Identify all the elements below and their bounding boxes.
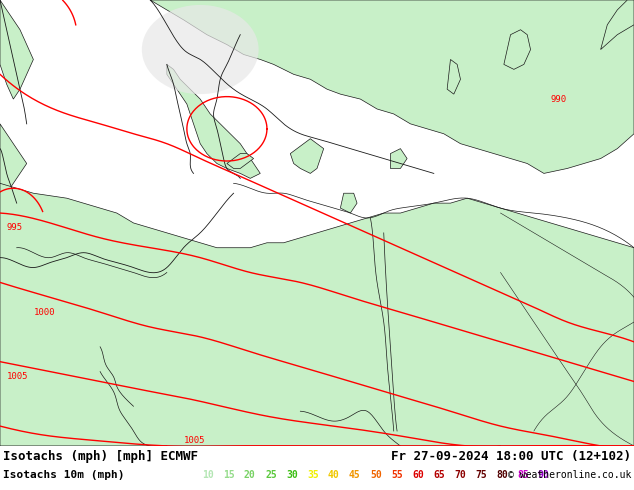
Text: 50: 50 (370, 470, 382, 480)
Polygon shape (150, 0, 634, 173)
Polygon shape (504, 30, 531, 70)
Text: 55: 55 (391, 470, 403, 480)
Polygon shape (227, 153, 254, 169)
Text: 70: 70 (454, 470, 466, 480)
Text: 1000: 1000 (34, 308, 55, 317)
Text: 65: 65 (433, 470, 444, 480)
Text: 20: 20 (244, 470, 256, 480)
Polygon shape (600, 0, 634, 49)
Text: Isotachs (mph) [mph] ECMWF: Isotachs (mph) [mph] ECMWF (3, 450, 198, 463)
Text: 35: 35 (307, 470, 319, 480)
Text: 90: 90 (538, 470, 550, 480)
Text: 85: 85 (517, 470, 529, 480)
Text: 25: 25 (265, 470, 277, 480)
Ellipse shape (142, 5, 259, 94)
Polygon shape (340, 193, 357, 213)
Text: Fr 27-09-2024 18:00 UTC (12+102): Fr 27-09-2024 18:00 UTC (12+102) (391, 450, 631, 463)
Polygon shape (447, 59, 460, 94)
Text: 30: 30 (286, 470, 298, 480)
Text: © weatheronline.co.uk: © weatheronline.co.uk (508, 470, 631, 480)
Polygon shape (167, 64, 261, 178)
Text: 75: 75 (475, 470, 487, 480)
Text: 15: 15 (223, 470, 235, 480)
Text: 45: 45 (349, 470, 361, 480)
Text: Isotachs 10m (mph): Isotachs 10m (mph) (3, 470, 124, 480)
Polygon shape (290, 139, 324, 173)
Polygon shape (0, 124, 27, 193)
Text: 1005: 1005 (7, 372, 28, 381)
Text: 990: 990 (550, 95, 567, 103)
Polygon shape (391, 148, 407, 169)
Text: 40: 40 (328, 470, 340, 480)
Text: 80: 80 (496, 470, 508, 480)
Text: 995: 995 (7, 223, 23, 232)
Text: 10: 10 (202, 470, 214, 480)
Polygon shape (0, 183, 634, 446)
Polygon shape (0, 0, 34, 99)
Text: 1005: 1005 (183, 437, 205, 445)
Text: 60: 60 (412, 470, 424, 480)
